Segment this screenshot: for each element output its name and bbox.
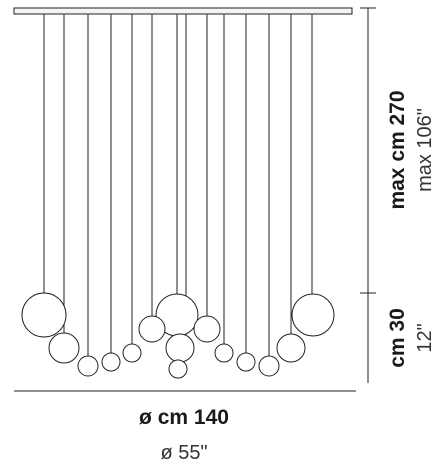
globe-medium <box>138 315 166 343</box>
globe-medium <box>193 315 221 343</box>
globe-small <box>122 343 142 363</box>
globe-medium <box>48 332 80 364</box>
globe-small <box>77 355 99 377</box>
suspension-cords <box>43 14 313 362</box>
globe-medium <box>276 333 306 363</box>
globe-large-right <box>291 293 335 337</box>
large-globes <box>21 292 335 338</box>
globe-small <box>214 343 234 363</box>
ceiling-canopy <box>13 7 353 15</box>
width-imperial-label: ø 55" <box>160 442 207 464</box>
drop-metric-label: max cm 270 <box>386 90 409 209</box>
pendant-cluster <box>21 14 335 379</box>
globe-medium <box>165 333 195 363</box>
globe-imperial-label: 12" <box>414 323 436 352</box>
globe-small <box>101 352 121 372</box>
drop-imperial-label: max 106" <box>414 108 436 192</box>
globe-small <box>236 352 256 372</box>
globe-metric-label: cm 30 <box>386 308 409 368</box>
globe-large-left <box>21 292 67 338</box>
medium-globes <box>48 315 306 364</box>
small-globes <box>77 343 280 379</box>
dimension-lines <box>14 7 376 392</box>
globe-small <box>258 355 280 377</box>
width-metric-label: ø cm 140 <box>139 406 229 429</box>
globe-small <box>168 359 188 379</box>
